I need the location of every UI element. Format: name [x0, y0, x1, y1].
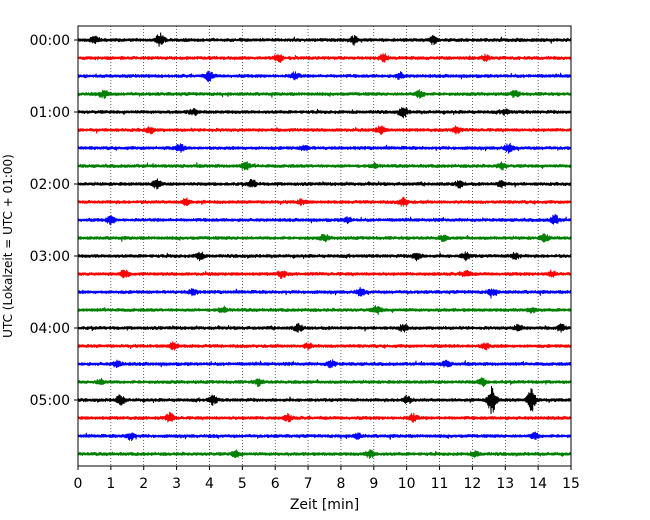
trace-0515: [77, 411, 572, 423]
x-tick-label: 0: [74, 476, 83, 492]
trace-0245: [77, 233, 572, 243]
trace-0100: [77, 106, 572, 119]
trace-0400: [77, 322, 572, 333]
y-tick-label: 03:00: [30, 249, 70, 265]
trace-0300: [77, 251, 572, 262]
trace-0445: [77, 377, 572, 388]
x-tick-label: 14: [529, 476, 547, 492]
trace-0345: [77, 305, 572, 316]
trace-0330: [77, 286, 572, 299]
x-tick-label: 7: [304, 476, 313, 492]
trace-group: [77, 32, 572, 459]
y-tick-label: 04:00: [30, 321, 70, 337]
x-tick-label: 8: [336, 476, 345, 492]
x-tick-label: 12: [463, 476, 481, 492]
x-tick-label: 5: [238, 476, 247, 492]
x-tick-label: 10: [398, 476, 416, 492]
trace-0230: [77, 213, 572, 226]
x-tick-label: 6: [271, 476, 280, 492]
trace-0500: [77, 385, 572, 415]
y-axis: 00:00 01:00 02:00 03:00 04:00 05:00: [30, 33, 78, 409]
trace-0530: [77, 431, 572, 442]
trace-0200: [77, 178, 572, 190]
plot-frame: [77, 25, 572, 467]
y-tick-label: 02:00: [30, 177, 70, 193]
x-tick-label: 2: [139, 476, 148, 492]
trace-0430: [77, 359, 572, 369]
y-tick-label: 01:00: [30, 105, 70, 121]
x-tick-label: 4: [205, 476, 214, 492]
x-axis-title: Zeit [min]: [290, 497, 359, 513]
x-axis: 0 1 2 3 4 5 6 7 8 9 10 11 12 13 14 15: [74, 466, 580, 492]
trace-0145: [77, 161, 572, 171]
trace-0215: [77, 196, 572, 207]
y-tick-label: 00:00: [30, 33, 70, 49]
x-grid: [110, 26, 539, 466]
x-tick-label: 13: [496, 476, 514, 492]
trace-0030: [77, 70, 572, 83]
x-tick-label: 1: [106, 476, 115, 492]
y-tick-label: 05:00: [30, 393, 70, 409]
x-tick-label: 9: [369, 476, 378, 492]
trace-0415: [77, 341, 572, 351]
x-tick-label: 3: [172, 476, 181, 492]
y-axis-title: UTC (Lokalzeit = UTC + 01:00): [1, 154, 15, 338]
trace-0130: [77, 142, 572, 154]
trace-0545: [77, 449, 572, 459]
trace-0115: [77, 125, 572, 135]
x-tick-label: 11: [431, 476, 449, 492]
trace-0000: [77, 32, 572, 47]
trace-0045: [77, 89, 572, 99]
trace-0315: [77, 269, 572, 280]
x-tick-label: 15: [562, 476, 580, 492]
trace-0015: [77, 53, 572, 64]
